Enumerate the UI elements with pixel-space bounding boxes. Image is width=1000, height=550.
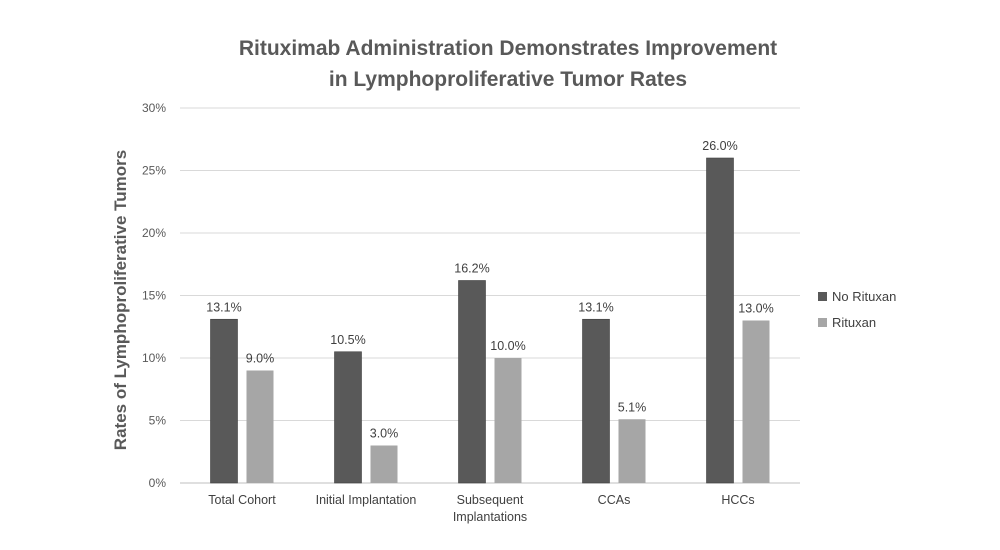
- data-labels: 13.1% 10.5% 16.2% 13.1% 26.0% 9.0% 3.0% 10.0% 5.…: [206, 139, 773, 441]
- gridlines: [180, 107, 800, 484]
- y-tick-label: 0%: [149, 476, 167, 490]
- bar-rituxan: [370, 445, 398, 483]
- data-label: 3.0%: [370, 427, 399, 441]
- data-label: 10.0%: [490, 339, 525, 353]
- data-label: 13.0%: [738, 302, 773, 316]
- chart-title-line: in Lymphoproliferative Tumor Rates: [329, 68, 687, 91]
- y-axis-label-group: Rates of Lymphoproliferative Tumors: [111, 150, 130, 450]
- chart-title-line: Rituximab Administration Demonstrates Im…: [239, 37, 777, 60]
- legend-swatch: [818, 292, 827, 301]
- y-tick-label: 10%: [142, 351, 166, 365]
- x-category-label: Total Cohort: [208, 493, 276, 507]
- data-label: 13.1%: [578, 300, 613, 314]
- bar-no-rituxan: [334, 351, 362, 484]
- data-label: 10.5%: [330, 333, 365, 347]
- legend-swatch: [818, 318, 827, 327]
- x-axis-categories: Total Cohort Initial Implantation Subseque…: [208, 493, 754, 524]
- y-axis-ticks: 0% 5% 10% 15% 20% 25% 30%: [142, 101, 166, 490]
- legend: No Rituxan Rituxan: [818, 289, 896, 330]
- data-label: 5.1%: [618, 400, 647, 414]
- bar-rituxan: [494, 358, 522, 483]
- x-category-label: CCAs: [598, 493, 631, 507]
- y-tick-label: 20%: [142, 226, 166, 240]
- bar-no-rituxan: [210, 318, 238, 484]
- legend-item: Rituxan: [818, 315, 876, 330]
- bar-no-rituxan: [706, 157, 734, 484]
- x-category-label: Implantations: [453, 510, 527, 524]
- bar-no-rituxan: [582, 318, 610, 484]
- data-label: 13.1%: [206, 300, 241, 314]
- bars: [210, 157, 770, 484]
- chart-title: Rituximab Administration Demonstrates Im…: [239, 37, 777, 91]
- legend-item: No Rituxan: [818, 289, 896, 304]
- y-tick-label: 25%: [142, 164, 166, 178]
- bar-rituxan: [246, 370, 274, 483]
- legend-label: Rituxan: [832, 315, 876, 330]
- x-category-label: Subsequent: [457, 493, 524, 507]
- bar-rituxan: [618, 419, 646, 483]
- bar-no-rituxan: [458, 280, 486, 484]
- data-label: 9.0%: [246, 352, 275, 366]
- data-label: 16.2%: [454, 262, 489, 276]
- y-tick-label: 5%: [149, 414, 167, 428]
- x-category-label: HCCs: [721, 493, 754, 507]
- bar-rituxan: [742, 320, 770, 483]
- legend-label: No Rituxan: [832, 289, 896, 304]
- x-category-label: Initial Implantation: [316, 493, 417, 507]
- y-tick-label: 30%: [142, 101, 166, 115]
- y-axis-label: Rates of Lymphoproliferative Tumors: [111, 150, 130, 450]
- y-tick-label: 15%: [142, 289, 166, 303]
- data-label: 26.0%: [702, 139, 737, 153]
